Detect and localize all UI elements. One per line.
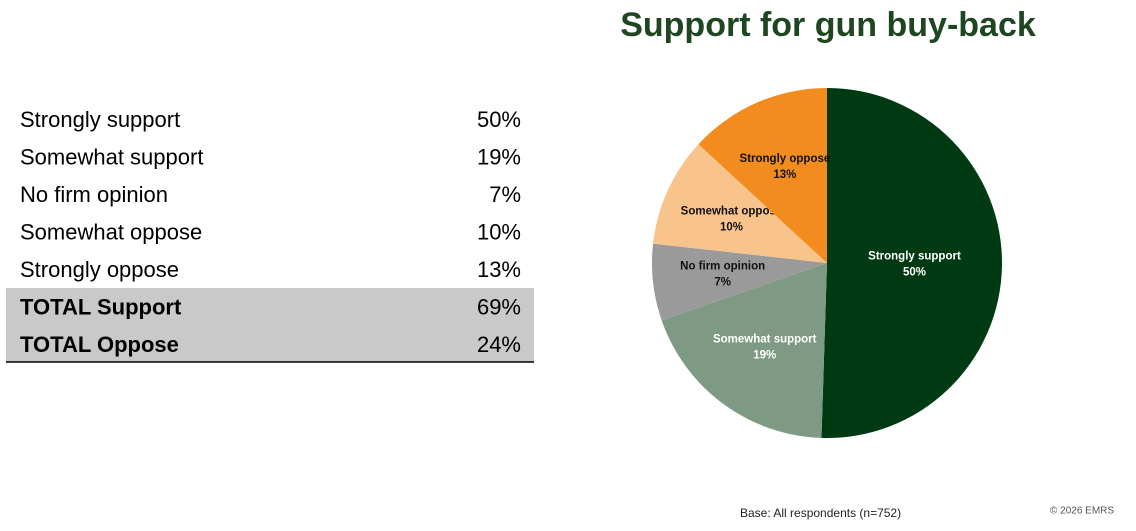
row-label: Somewhat oppose — [20, 219, 202, 244]
row-label: Strongly support — [20, 107, 180, 132]
slice-label: Strongly support — [868, 250, 961, 262]
row-value: 24% — [477, 332, 521, 357]
pie-slice — [652, 243, 827, 321]
slice-value-label: 19% — [753, 350, 776, 362]
slice-label: Strongly oppose — [740, 153, 831, 165]
row-value: 10% — [477, 219, 521, 244]
row-label: TOTAL Oppose — [20, 332, 179, 357]
slice-label: Somewhat support — [713, 334, 817, 346]
row-label: No firm opinion — [20, 182, 168, 207]
row-label: TOTAL Support — [20, 294, 182, 319]
pie-slice — [698, 88, 827, 263]
totals-background — [6, 288, 534, 362]
base-note: Base: All respondents (n=752) — [740, 506, 901, 520]
slice-value-label: 13% — [773, 169, 796, 181]
row-label: Strongly oppose — [20, 257, 179, 282]
slice-label: Somewhat oppose — [681, 205, 783, 217]
table: Strongly support 50% Somewhat support 19% No… — [20, 107, 521, 357]
copyright: © 2026 EMRS — [1050, 506, 1114, 517]
row-value: 69% — [477, 294, 521, 319]
row-value: 19% — [477, 144, 521, 169]
pie-slice — [661, 263, 827, 438]
row-value: 7% — [489, 182, 521, 207]
slice-value-label: 50% — [903, 266, 926, 278]
slice-value-label: 10% — [720, 221, 743, 233]
slice-label: No firm opinion — [680, 261, 765, 273]
row-value: 50% — [477, 107, 521, 132]
pie-slice — [821, 88, 1003, 439]
row-label: Somewhat support — [20, 144, 203, 169]
pie-slice — [653, 144, 827, 263]
chart-title: Support for gun buy-back — [620, 6, 1036, 44]
row-value: 13% — [477, 257, 521, 282]
pie: Strongly support 50% Somewhat support 19% No… — [652, 88, 1003, 439]
slice-value-label: 7% — [714, 277, 731, 289]
